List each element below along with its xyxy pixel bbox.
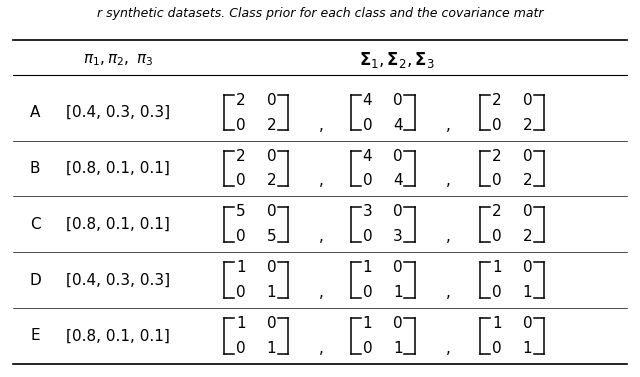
- Text: 1: 1: [362, 316, 372, 331]
- Text: $\pi_1, \pi_2,\ \pi_3$: $\pi_1, \pi_2,\ \pi_3$: [83, 52, 154, 68]
- Text: 0: 0: [236, 285, 246, 300]
- Text: 0: 0: [236, 229, 246, 244]
- Text: [0.4, 0.3, 0.3]: [0.4, 0.3, 0.3]: [67, 105, 170, 120]
- Text: 1: 1: [362, 260, 372, 275]
- Text: 0: 0: [393, 93, 403, 108]
- Text: 1: 1: [236, 316, 246, 331]
- Text: 0: 0: [266, 204, 276, 219]
- Text: 2: 2: [522, 173, 532, 188]
- Text: ,: ,: [445, 229, 451, 244]
- Text: E: E: [30, 328, 40, 343]
- Text: 2: 2: [522, 229, 532, 244]
- Text: 0: 0: [362, 173, 372, 188]
- Text: ,: ,: [445, 118, 451, 133]
- Text: [0.8, 0.1, 0.1]: [0.8, 0.1, 0.1]: [67, 161, 170, 176]
- Text: ,: ,: [445, 341, 451, 356]
- Text: 2: 2: [522, 118, 532, 133]
- Text: 0: 0: [266, 93, 276, 108]
- Text: 2: 2: [236, 93, 246, 108]
- Text: 0: 0: [266, 260, 276, 275]
- Text: D: D: [29, 273, 41, 288]
- Text: 0: 0: [393, 149, 403, 164]
- Text: 4: 4: [393, 173, 403, 188]
- Text: 1: 1: [393, 341, 403, 356]
- Text: 2: 2: [266, 173, 276, 188]
- Text: 0: 0: [492, 285, 502, 300]
- Text: ,: ,: [319, 341, 324, 356]
- Text: 1: 1: [492, 316, 502, 331]
- Text: [0.8, 0.1, 0.1]: [0.8, 0.1, 0.1]: [67, 328, 170, 343]
- Text: $\mathbf{\Sigma}_1, \mathbf{\Sigma}_2, \mathbf{\Sigma}_3$: $\mathbf{\Sigma}_1, \mathbf{\Sigma}_2, \…: [359, 50, 435, 70]
- Text: A: A: [30, 105, 40, 120]
- Text: 2: 2: [492, 149, 502, 164]
- Text: ,: ,: [319, 285, 324, 300]
- Text: 0: 0: [522, 316, 532, 331]
- Text: B: B: [30, 161, 40, 176]
- Text: 0: 0: [522, 260, 532, 275]
- Text: 2: 2: [492, 204, 502, 219]
- Text: 4: 4: [362, 149, 372, 164]
- Text: 0: 0: [492, 173, 502, 188]
- Text: 0: 0: [492, 341, 502, 356]
- Text: [0.8, 0.1, 0.1]: [0.8, 0.1, 0.1]: [67, 217, 170, 232]
- Text: 0: 0: [362, 341, 372, 356]
- Text: ,: ,: [319, 118, 324, 133]
- Text: [0.4, 0.3, 0.3]: [0.4, 0.3, 0.3]: [67, 273, 170, 288]
- Text: 0: 0: [266, 149, 276, 164]
- Text: ,: ,: [445, 285, 451, 300]
- Text: 1: 1: [522, 341, 532, 356]
- Text: 0: 0: [236, 173, 246, 188]
- Text: 1: 1: [393, 285, 403, 300]
- Text: 0: 0: [236, 341, 246, 356]
- Text: 0: 0: [362, 285, 372, 300]
- Text: 1: 1: [266, 285, 276, 300]
- Text: 3: 3: [393, 229, 403, 244]
- Text: 1: 1: [522, 285, 532, 300]
- Text: 0: 0: [492, 229, 502, 244]
- Text: 5: 5: [266, 229, 276, 244]
- Text: 4: 4: [393, 118, 403, 133]
- Text: 0: 0: [236, 118, 246, 133]
- Text: 3: 3: [362, 204, 372, 219]
- Text: 5: 5: [236, 204, 246, 219]
- Text: 0: 0: [522, 149, 532, 164]
- Text: 0: 0: [362, 118, 372, 133]
- Text: 0: 0: [393, 204, 403, 219]
- Text: 0: 0: [492, 118, 502, 133]
- Text: ,: ,: [319, 173, 324, 188]
- Text: 1: 1: [266, 341, 276, 356]
- Text: ,: ,: [445, 173, 451, 188]
- Text: 0: 0: [393, 316, 403, 331]
- Text: 0: 0: [522, 204, 532, 219]
- Text: 0: 0: [266, 316, 276, 331]
- Text: 1: 1: [236, 260, 246, 275]
- Text: C: C: [30, 217, 40, 232]
- Text: 4: 4: [362, 93, 372, 108]
- Text: r synthetic datasets. Class prior for each class and the covariance matr: r synthetic datasets. Class prior for ea…: [97, 7, 543, 20]
- Text: 0: 0: [522, 93, 532, 108]
- Text: ,: ,: [319, 229, 324, 244]
- Text: 0: 0: [393, 260, 403, 275]
- Text: 2: 2: [266, 118, 276, 133]
- Text: 2: 2: [236, 149, 246, 164]
- Text: 2: 2: [492, 93, 502, 108]
- Text: 1: 1: [492, 260, 502, 275]
- Text: 0: 0: [362, 229, 372, 244]
